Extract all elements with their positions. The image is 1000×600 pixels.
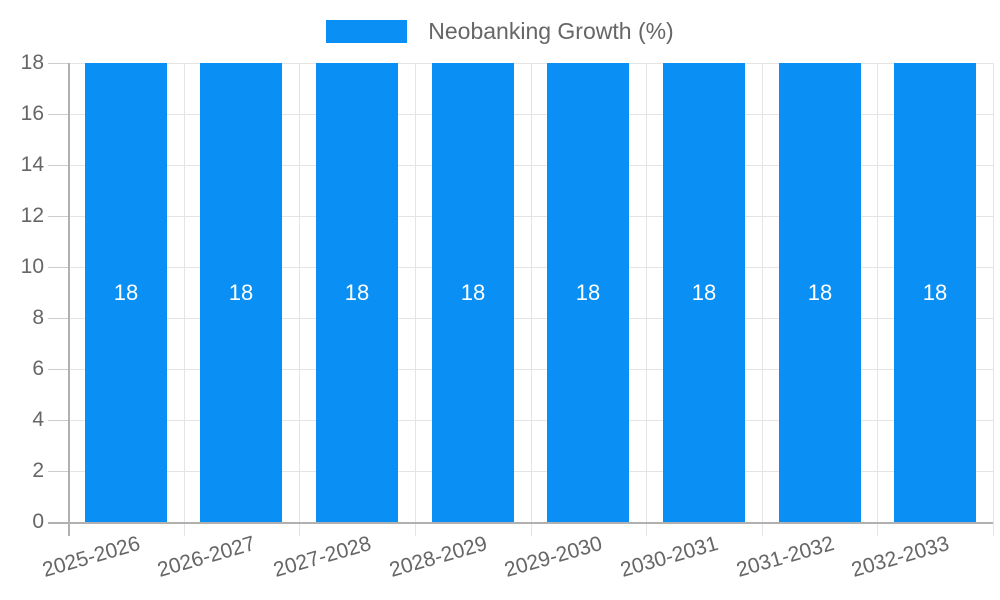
bar <box>432 63 514 522</box>
bar <box>316 63 398 522</box>
h-gridline <box>68 369 993 370</box>
y-tick-label: 10 <box>20 255 44 278</box>
h-gridline <box>68 267 993 268</box>
y-tick <box>48 63 68 64</box>
bar-value-label: 18 <box>460 280 486 305</box>
y-tick-label: 8 <box>32 306 44 329</box>
v-gridline <box>415 63 416 536</box>
bar <box>779 63 861 522</box>
h-gridline <box>68 471 993 472</box>
v-gridline <box>762 63 763 536</box>
legend-swatch <box>326 20 408 43</box>
y-tick-label: 2 <box>32 459 44 482</box>
x-tick-label: 2025-2026 <box>39 532 143 582</box>
v-gridline <box>646 63 647 536</box>
bar <box>547 63 629 522</box>
x-tick-label: 2030-2031 <box>617 532 721 582</box>
y-tick <box>48 318 68 319</box>
y-tick-label: 4 <box>32 408 44 431</box>
y-tick <box>48 267 68 268</box>
x-tick-label: 2031-2032 <box>733 532 837 582</box>
h-gridline <box>68 420 993 421</box>
y-axis-line <box>68 63 70 536</box>
y-tick-label: 12 <box>20 204 44 227</box>
y-tick <box>48 165 68 166</box>
bar-value-label: 18 <box>922 280 948 305</box>
bar <box>200 63 282 522</box>
x-axis-line <box>48 522 993 524</box>
y-tick <box>48 216 68 217</box>
h-gridline <box>68 114 993 115</box>
x-tick-label: 2029-2030 <box>501 532 605 582</box>
y-tick <box>48 369 68 370</box>
y-tick <box>48 420 68 421</box>
v-gridline <box>531 63 532 536</box>
x-tick-label: 2027-2028 <box>270 532 374 582</box>
bar-value-label: 18 <box>691 280 717 305</box>
bar-value-label: 18 <box>807 280 833 305</box>
y-tick <box>48 114 68 115</box>
bar-value-label: 18 <box>228 280 254 305</box>
x-tick-label: 2026-2027 <box>154 532 258 582</box>
h-gridline <box>68 318 993 319</box>
h-gridline <box>68 165 993 166</box>
y-tick <box>48 471 68 472</box>
y-tick-label: 0 <box>32 510 44 533</box>
y-tick-label: 14 <box>20 153 44 176</box>
h-gridline <box>68 216 993 217</box>
v-gridline <box>184 63 185 536</box>
legend-label: Neobanking Growth (%) <box>428 18 674 44</box>
v-gridline <box>299 63 300 536</box>
x-tick-label: 2028-2029 <box>386 532 490 582</box>
y-tick-label: 16 <box>20 102 44 125</box>
h-gridline <box>68 63 993 64</box>
bar-value-label: 18 <box>575 280 601 305</box>
bar-value-label: 18 <box>113 280 139 305</box>
bar <box>663 63 745 522</box>
bar <box>894 63 976 522</box>
legend[interactable]: Neobanking Growth (%) <box>0 18 1000 45</box>
bar <box>85 63 167 522</box>
v-gridline <box>993 63 994 536</box>
y-tick-label: 18 <box>20 51 44 74</box>
bar-value-label: 18 <box>344 280 370 305</box>
v-gridline <box>877 63 878 536</box>
x-tick-label: 2032-2033 <box>848 532 952 582</box>
y-tick-label: 6 <box>32 357 44 380</box>
